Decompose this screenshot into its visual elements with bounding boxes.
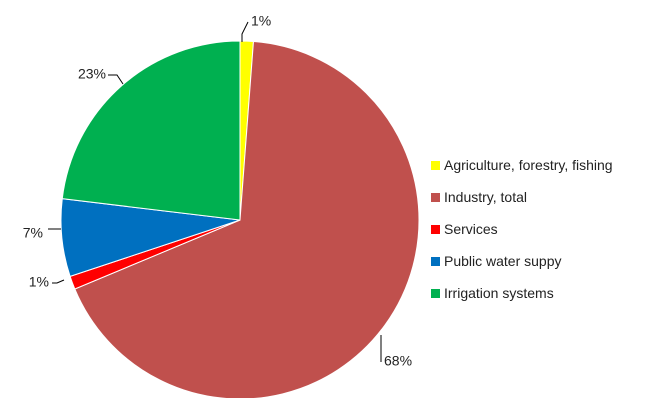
- pie-slice-industry: [74, 40, 420, 398]
- data-label-services: 1%: [29, 274, 49, 290]
- legend-swatch-services: [431, 224, 440, 234]
- pie-data-labels: 1% 68% 1% 7% 23%: [23, 13, 412, 369]
- legend-item-agriculture: Agriculture, forestry, fishing: [431, 149, 646, 181]
- legend-swatch-industry: [431, 192, 440, 202]
- leader-line-agriculture: [241, 21, 249, 42]
- legend-swatch-public-water: [431, 256, 440, 266]
- legend-label-public-water: Public water suppy: [444, 253, 562, 269]
- legend-item-irrigation: Irrigation systems: [431, 277, 646, 309]
- legend-item-industry: Industry, total: [431, 181, 646, 213]
- data-label-industry: 68%: [384, 353, 412, 369]
- legend: Agriculture, forestry, fishing Industry,…: [431, 149, 646, 309]
- pie-slices: [60, 40, 420, 398]
- legend-label-irrigation: Irrigation systems: [444, 285, 554, 301]
- legend-swatch-irrigation: [431, 288, 440, 298]
- legend-item-public-water: Public water suppy: [431, 245, 646, 277]
- legend-swatch-agriculture: [431, 160, 440, 170]
- data-label-agriculture: 1%: [251, 13, 271, 29]
- data-label-public-water: 7%: [23, 225, 43, 241]
- legend-label-agriculture: Agriculture, forestry, fishing: [444, 157, 613, 173]
- data-label-irrigation: 23%: [78, 66, 106, 82]
- legend-label-services: Services: [444, 221, 498, 237]
- leader-line-services: [52, 279, 65, 284]
- legend-label-industry: Industry, total: [444, 189, 528, 205]
- leader-line-irrigation: [108, 74, 124, 85]
- legend-item-services: Services: [431, 213, 646, 245]
- pie-slice-irrigation: [61, 40, 241, 221]
